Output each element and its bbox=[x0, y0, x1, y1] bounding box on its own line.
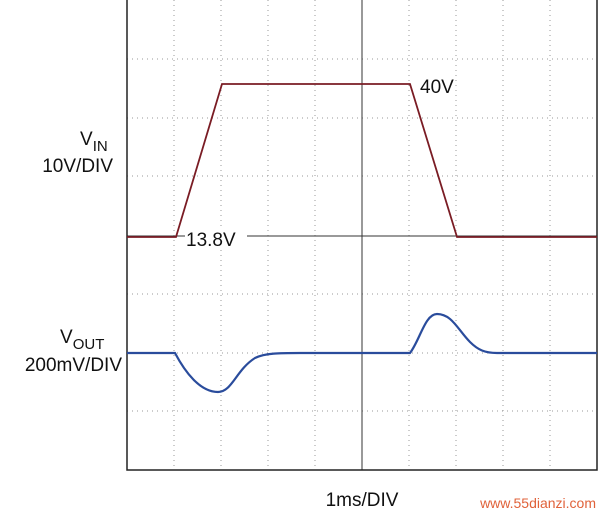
high-annotation: 40V bbox=[420, 77, 454, 98]
vout-label: VOUT bbox=[60, 327, 104, 353]
vout-subscript: OUT bbox=[73, 336, 105, 353]
vin-subscript: IN bbox=[93, 138, 108, 155]
vout-symbol: V bbox=[60, 327, 73, 348]
vout-trace bbox=[127, 312, 597, 394]
vin-scale: 10V/DIV bbox=[42, 156, 113, 177]
label-background bbox=[185, 228, 247, 248]
vout-scale: 200mV/DIV bbox=[25, 355, 122, 376]
vin-symbol: V bbox=[80, 129, 93, 150]
vin-label: VIN bbox=[80, 129, 108, 155]
vin-trace bbox=[127, 83, 597, 238]
timebase: 1ms/DIV bbox=[326, 490, 399, 511]
low-annotation: 13.8V bbox=[186, 230, 236, 251]
watermark: www.55dianzi.com bbox=[479, 495, 596, 511]
